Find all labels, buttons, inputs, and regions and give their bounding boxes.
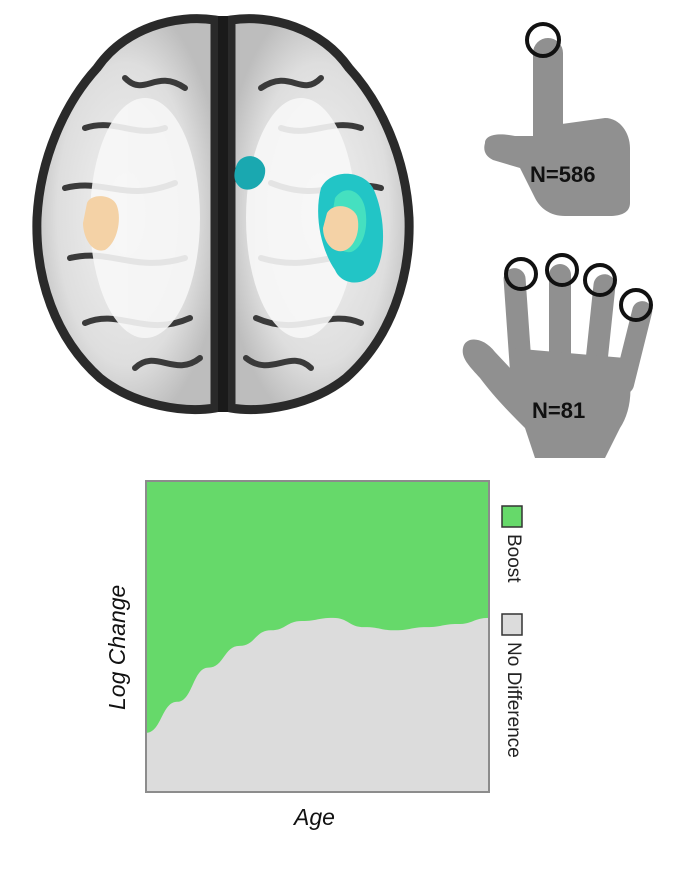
activation-left-orange	[83, 196, 119, 251]
single-finger-count: N=586	[530, 162, 596, 187]
four-finger-count: N=81	[532, 398, 586, 423]
pointing-hand-icon	[484, 22, 630, 216]
open-hand-icon	[462, 253, 653, 458]
legend-swatch-boost	[501, 505, 523, 528]
activation-right-orange	[323, 206, 359, 252]
legend-label-boost: Boost	[503, 534, 524, 583]
x-axis-label: Age	[294, 804, 335, 830]
y-axis-label: Log Change	[104, 584, 130, 710]
legend-label-no-difference: No Difference	[503, 642, 524, 758]
no-difference-area	[146, 617, 489, 792]
brain-slice-image	[32, 14, 414, 414]
plot-frame	[145, 480, 490, 793]
legend-swatch-no-difference	[501, 613, 523, 636]
area-chart	[145, 480, 523, 793]
hand-illustrations	[462, 22, 653, 458]
activation-right-teal-small	[234, 156, 266, 190]
